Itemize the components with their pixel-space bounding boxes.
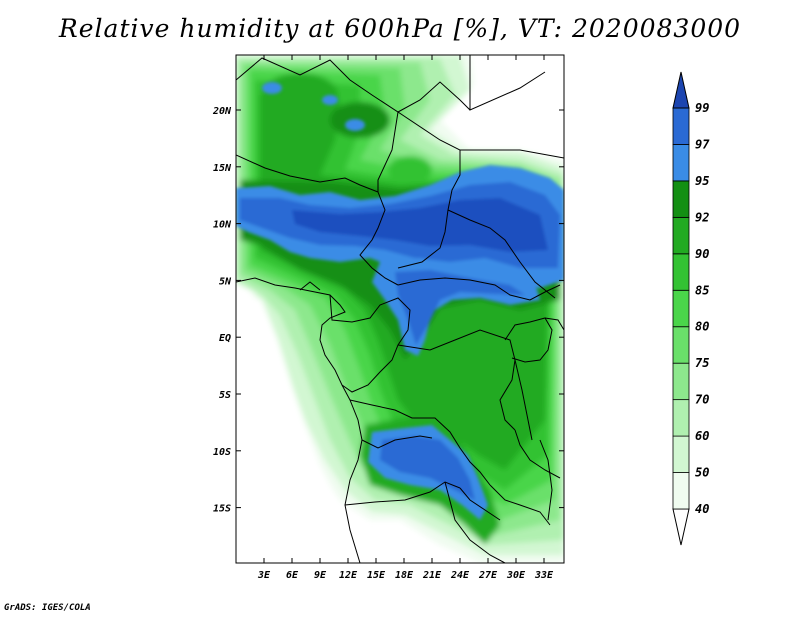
colorbar-label: 85 (695, 283, 709, 297)
lon-tick-label: 24E (450, 570, 470, 581)
colorbar-label: 70 (695, 393, 709, 407)
colorbar-under-triangle (672, 508, 690, 546)
colorbar-label: 95 (695, 174, 709, 188)
lon-tick-label: 21E (422, 570, 442, 581)
longitude-labels: 3E 6E 9E 12E 15E 18E 21E 24E 27E 30E 33E (257, 570, 554, 581)
lon-tick-label: 12E (339, 570, 358, 581)
lon-tick-label: 30E (506, 570, 526, 581)
lon-tick-label: 15E (367, 570, 386, 581)
lat-tick-label: EQ (219, 333, 231, 344)
lon-tick-label: 18E (395, 570, 414, 581)
colorbar-box (672, 216, 690, 255)
lat-tick-label: 10S (213, 447, 231, 458)
grads-credit: GrADS: IGES/COLA (4, 603, 91, 613)
colorbar (672, 71, 690, 546)
colorbar-label: 60 (695, 429, 709, 443)
colorbar-box (672, 399, 690, 437)
lat-tick-label: 15N (213, 163, 232, 174)
country-borders (236, 55, 564, 563)
axis-ticks (236, 55, 564, 563)
lat-tick-label: 20N (212, 106, 232, 117)
lon-tick-label: 27E (478, 570, 498, 581)
colorbar-label: 90 (695, 247, 709, 261)
colorbar-label: 40 (695, 502, 709, 516)
colorbar-label: 97 (695, 137, 710, 151)
lat-tick-label: 5S (219, 390, 231, 401)
lon-tick-label: 9E (314, 570, 327, 581)
colorbar-box (672, 144, 690, 182)
colorbar-box (672, 289, 690, 328)
lon-tick-label: 3E (257, 570, 271, 581)
lat-tick-label: 5N (219, 276, 232, 287)
colorbar-over-triangle (672, 71, 690, 109)
latitude-labels: 20N 15N 10N 5N EQ 5S 10S 15S (212, 106, 232, 515)
colorbar-box (672, 326, 690, 364)
colorbar-box (672, 253, 690, 291)
lat-tick-label: 10N (213, 220, 232, 231)
colorbar-box (672, 180, 690, 218)
colorbar-label: 92 (695, 210, 709, 224)
colorbar-label: 80 (695, 320, 709, 334)
lon-tick-label: 6E (286, 570, 299, 581)
map-frame (235, 54, 565, 564)
lat-tick-label: 15S (213, 504, 231, 515)
humidity-field (236, 55, 564, 563)
colorbar-label: 99 (695, 101, 709, 115)
colorbar-box (672, 362, 690, 401)
lon-tick-label: 33E (534, 570, 554, 581)
colorbar-box (672, 435, 690, 473)
colorbar-label: 75 (695, 356, 709, 370)
map-title: Relative humidity at 600hPa [%], VT: 202… (58, 14, 742, 43)
colorbar-label: 50 (695, 466, 709, 480)
colorbar-box (672, 472, 690, 510)
colorbar-box (672, 107, 690, 145)
colorbar-labels: 40 50 60 70 75 80 85 90 92 95 97 99 (695, 101, 710, 516)
